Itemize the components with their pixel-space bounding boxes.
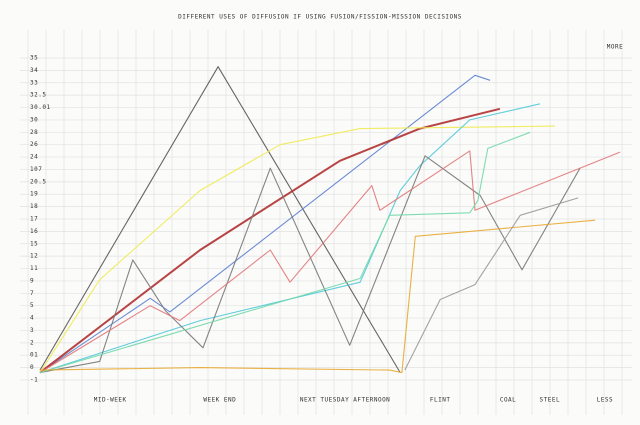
series-line	[39, 150, 621, 374]
x-label: MID-WEEK	[94, 397, 127, 404]
y-tick-label: 5	[30, 302, 34, 309]
y-tick-label: 20.5	[30, 178, 46, 185]
y-tick-label: 30	[30, 116, 38, 123]
chart-title: DIFFERENT USES OF DIFFUSION IF USING FUS…	[178, 14, 462, 21]
y-tick-label: 24	[30, 154, 38, 161]
y-tick-label: 32.5	[30, 92, 46, 99]
y-tick-label: 15	[30, 240, 38, 247]
y-tick-label: 16	[30, 228, 38, 235]
y-tick-label: 34	[30, 67, 38, 74]
y-tick-label: 11	[30, 265, 38, 272]
x-label: LESS	[597, 397, 613, 404]
y-tick-label: 26	[30, 141, 38, 148]
y-tick-label: 28	[30, 129, 38, 136]
series-line	[39, 103, 541, 374]
series-line	[39, 155, 581, 374]
series-line	[39, 219, 596, 374]
y-tick-label: 33	[30, 79, 38, 86]
y-tick-label: 30.01	[30, 104, 51, 111]
y-tick-label: 35	[30, 55, 38, 62]
y-tick-label: 12	[30, 253, 38, 260]
x-label: COAL	[500, 397, 516, 404]
series-line	[39, 107, 501, 374]
x-label: NEXT TUESDAY AFTERNOON	[300, 397, 390, 404]
top-label: MORE	[607, 44, 623, 51]
series-line	[404, 197, 579, 371]
y-tick-label: -1	[30, 377, 38, 384]
series-line	[39, 131, 531, 374]
y-tick-label: 19	[30, 191, 38, 198]
x-label: FLINT	[430, 397, 451, 404]
x-label: WEEK END	[203, 397, 236, 404]
series-line	[39, 74, 491, 374]
y-tick-label: 0	[30, 364, 34, 371]
y-tick-label: 9	[30, 277, 34, 284]
x-label: STEEL	[540, 397, 561, 404]
y-tick-label: 4	[30, 315, 34, 322]
series-line	[39, 125, 556, 373]
y-tick-label: 2	[30, 339, 34, 346]
y-tick-label: 01	[30, 352, 38, 359]
y-tick-label: 7	[30, 290, 34, 297]
y-tick-label: 18	[30, 203, 38, 210]
y-tick-label: 107	[30, 166, 42, 173]
y-tick-label: 3	[30, 327, 34, 334]
y-tick-label: 17	[30, 216, 38, 223]
series-line	[39, 66, 401, 373]
